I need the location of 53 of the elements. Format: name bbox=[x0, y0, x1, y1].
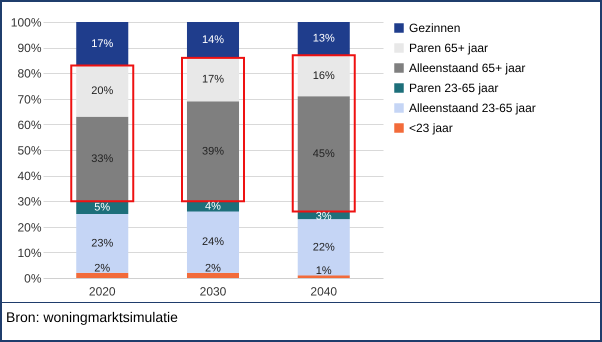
y-tick-label: 70% bbox=[17, 92, 42, 106]
legend-label: Gezinnen bbox=[409, 21, 460, 35]
legend-label: <23 jaar bbox=[409, 121, 453, 135]
bar bbox=[186, 272, 240, 278]
data-label: 33% bbox=[91, 152, 114, 165]
data-label: 2% bbox=[205, 262, 222, 274]
bar bbox=[186, 211, 240, 273]
bar bbox=[186, 101, 240, 202]
x-tick-label: 2020 bbox=[88, 284, 116, 298]
bar bbox=[186, 58, 240, 102]
legend-label: Paren 23-65 jaar bbox=[409, 81, 498, 95]
data-label: 45% bbox=[312, 148, 335, 160]
bar bbox=[298, 55, 350, 96]
x-tick-label: 2030 bbox=[200, 284, 227, 298]
bar bbox=[298, 219, 350, 276]
data-label: 14% bbox=[202, 34, 224, 46]
bar bbox=[298, 96, 350, 212]
data-label: 1% bbox=[316, 264, 332, 277]
data-label: 4% bbox=[205, 200, 222, 212]
y-tick-label: 60% bbox=[17, 118, 42, 132]
legend-label: Alleenstaand 23-65 jaar bbox=[409, 101, 536, 115]
y-tick-label: 80% bbox=[17, 66, 42, 81]
x-tick-label: 2040 bbox=[310, 284, 338, 298]
y-tick-label: 0% bbox=[24, 272, 42, 286]
data-label: 17% bbox=[91, 38, 114, 50]
data-label: 23% bbox=[91, 237, 114, 250]
bar bbox=[298, 22, 350, 56]
y-tick-label: 20% bbox=[17, 220, 42, 234]
bar bbox=[298, 275, 350, 278]
bar bbox=[76, 22, 128, 66]
bar bbox=[76, 272, 128, 278]
y-tick-label: 100% bbox=[10, 16, 42, 30]
data-label: 20% bbox=[91, 85, 114, 98]
bar bbox=[76, 214, 128, 273]
bar bbox=[186, 22, 240, 58]
y-tick-label: 30% bbox=[17, 194, 42, 209]
data-label: 16% bbox=[312, 70, 335, 82]
bar bbox=[76, 116, 128, 202]
bar bbox=[76, 66, 128, 117]
legend-label: Paren 65+ jaar bbox=[409, 41, 488, 55]
legend-label: Alleenstaand 65+ jaar bbox=[409, 61, 526, 75]
data-label: 24% bbox=[202, 236, 224, 248]
y-tick-label: 40% bbox=[17, 169, 42, 184]
data-label: 2% bbox=[94, 262, 110, 274]
text: Bron: woningmarktsimulatie bbox=[2, 302, 600, 331]
data-label: 39% bbox=[202, 145, 224, 158]
y-tick-label: 10% bbox=[17, 246, 42, 260]
data-label: 13% bbox=[312, 32, 335, 45]
y-tick-label: 90% bbox=[17, 41, 42, 56]
data-label: 5% bbox=[94, 202, 110, 214]
data-label: 22% bbox=[312, 241, 335, 254]
data-label: 17% bbox=[202, 74, 224, 86]
y-tick-label: 50% bbox=[17, 144, 42, 158]
